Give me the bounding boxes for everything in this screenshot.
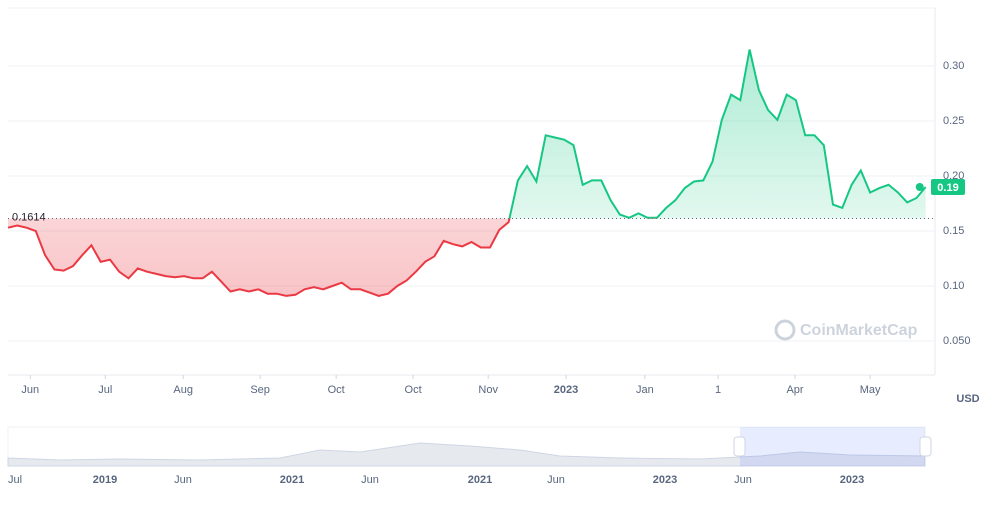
- navigator-label: Jun: [174, 474, 192, 486]
- watermark-logo: [774, 319, 796, 341]
- current-price-badge: [931, 178, 965, 195]
- x-tick-label: 2023: [554, 384, 578, 396]
- x-tick-label: Apr: [786, 384, 803, 396]
- navigator-selection[interactable]: [740, 427, 925, 466]
- x-tick-label: Jan: [636, 384, 654, 396]
- navigator-label: Jun: [734, 474, 752, 486]
- navigator-area: [7, 442, 926, 467]
- navigator-label: 2023: [840, 474, 864, 486]
- x-tick-label: Nov: [478, 384, 498, 396]
- x-tick-label: May: [860, 384, 881, 396]
- area-down: [8, 218, 926, 296]
- area-up: [509, 49, 926, 219]
- navigator-label: 2019: [93, 474, 117, 486]
- navigator-label: 2021: [468, 474, 492, 486]
- watermark: CoinMarketCap: [774, 319, 918, 341]
- navigator-labels: Jul 2019 Jun 2021 Jun 2021 Jun 2023 Jun 2023: [8, 474, 864, 486]
- plot: 0.050 0.10 0.15 0.20 0.25 0.30 Jun Jul Aug Sep Oct…: [7, 49, 971, 396]
- navigator-label: 2023: [653, 474, 677, 486]
- price-line-down: [7, 218, 658, 297]
- x-tick-label: Jun: [21, 384, 39, 396]
- y-tick-label: 0.30: [943, 60, 964, 72]
- x-tick-label: Oct: [405, 384, 422, 396]
- navigator-handle[interactable]: [919, 436, 932, 457]
- last-point: [915, 182, 924, 191]
- y-tick-label: 0.15: [943, 225, 964, 237]
- x-tick-label: Jul: [98, 384, 112, 396]
- x-tick-label: Aug: [173, 384, 193, 396]
- y-tick-label: 0.10: [943, 280, 964, 292]
- currency-label: USD: [956, 393, 979, 405]
- navigator-label: Jul: [8, 474, 22, 486]
- y-tick-label: 0.25: [943, 115, 964, 127]
- navigator-handle[interactable]: [733, 436, 746, 457]
- watermark-text: CoinMarketCap: [800, 322, 918, 339]
- navigator-label: 2021: [280, 474, 304, 486]
- y-tick-label: 0.050: [943, 335, 971, 347]
- price-line-up: [508, 49, 927, 219]
- baseline-label: 0.1614: [12, 211, 46, 223]
- navigator-label: Jun: [547, 474, 565, 486]
- navigator-label: Jun: [361, 474, 379, 486]
- x-tick-label: Oct: [328, 384, 345, 396]
- x-tick-label: 1: [715, 384, 721, 396]
- current-price-label: 0.19: [937, 182, 958, 194]
- y-tick-label: 0.20: [943, 170, 964, 182]
- navigator: [7, 426, 932, 467]
- x-tick-label: Sep: [250, 384, 270, 396]
